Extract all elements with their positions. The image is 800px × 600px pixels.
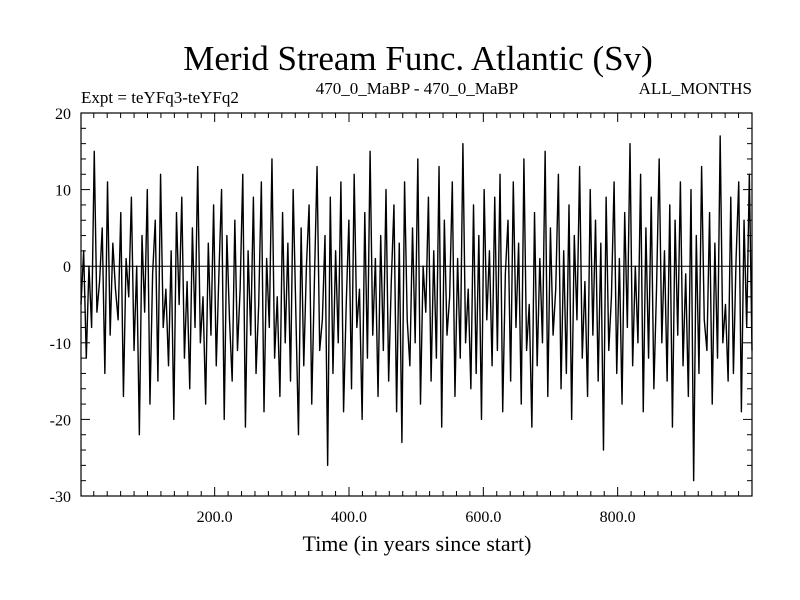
y-tick-label: 10 bbox=[55, 183, 71, 200]
plot-frame bbox=[80, 112, 753, 497]
x-axis-label: Time (in years since start) bbox=[303, 531, 532, 556]
x-tick-label: 400.0 bbox=[331, 509, 367, 526]
y-tick-label: -10 bbox=[50, 336, 71, 353]
chart-title: Merid Stream Func. Atlantic (Sv) bbox=[183, 39, 653, 78]
chart-subtitle-center: 470_0_MaBP - 470_0_MaBP bbox=[316, 79, 518, 98]
y-tick-label: 20 bbox=[55, 106, 71, 123]
series-line-1 bbox=[80, 135, 753, 482]
y-tick-label: -20 bbox=[50, 412, 71, 429]
x-tick-label: 800.0 bbox=[600, 509, 636, 526]
y-tick-label: 0 bbox=[63, 259, 71, 276]
x-tick-label: 200.0 bbox=[197, 509, 233, 526]
y-tick-label: -30 bbox=[50, 489, 71, 506]
x-tick-label: 600.0 bbox=[465, 509, 501, 526]
plot-area: 200.0 400.0 600.0 800.0 20 10 0 -10 -20 -30 bbox=[50, 106, 753, 526]
chart-subtitle-right: ALL_MONTHS bbox=[639, 79, 752, 98]
chart-subtitle-left: Expt = teYFq3-teYFq2 bbox=[81, 88, 239, 107]
